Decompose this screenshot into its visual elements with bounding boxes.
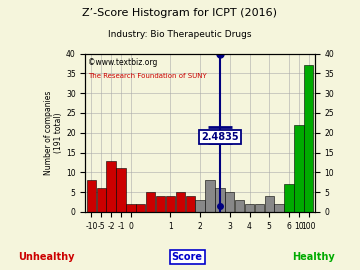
Text: The Research Foundation of SUNY: The Research Foundation of SUNY	[88, 73, 207, 79]
Bar	[294, 125, 303, 212]
Bar	[166, 196, 175, 212]
Bar	[235, 200, 244, 212]
Bar	[96, 188, 106, 212]
Text: Industry: Bio Therapeutic Drugs: Industry: Bio Therapeutic Drugs	[108, 30, 252, 39]
Text: Healthy: Healthy	[292, 252, 334, 262]
Bar	[176, 192, 185, 212]
Bar	[274, 204, 284, 212]
Text: 2.4835: 2.4835	[201, 132, 239, 142]
Text: Score: Score	[172, 252, 203, 262]
Text: Z’-Score Histogram for ICPT (2016): Z’-Score Histogram for ICPT (2016)	[82, 8, 278, 18]
Bar	[255, 204, 264, 212]
Y-axis label: Number of companies
(191 total): Number of companies (191 total)	[44, 91, 63, 175]
Bar	[185, 196, 195, 212]
Bar	[87, 180, 96, 212]
Bar	[136, 204, 145, 212]
Bar	[107, 160, 116, 212]
Bar	[146, 192, 156, 212]
Bar	[245, 204, 254, 212]
Text: ©www.textbiz.org: ©www.textbiz.org	[88, 58, 157, 67]
Bar	[156, 196, 165, 212]
Bar	[304, 66, 314, 212]
Bar	[116, 168, 126, 212]
Bar	[126, 204, 136, 212]
Bar	[225, 192, 234, 212]
Text: Unhealthy: Unhealthy	[19, 252, 75, 262]
Bar	[265, 196, 274, 212]
Bar	[284, 184, 294, 212]
Bar	[195, 200, 205, 212]
Bar	[215, 188, 225, 212]
Bar	[205, 180, 215, 212]
